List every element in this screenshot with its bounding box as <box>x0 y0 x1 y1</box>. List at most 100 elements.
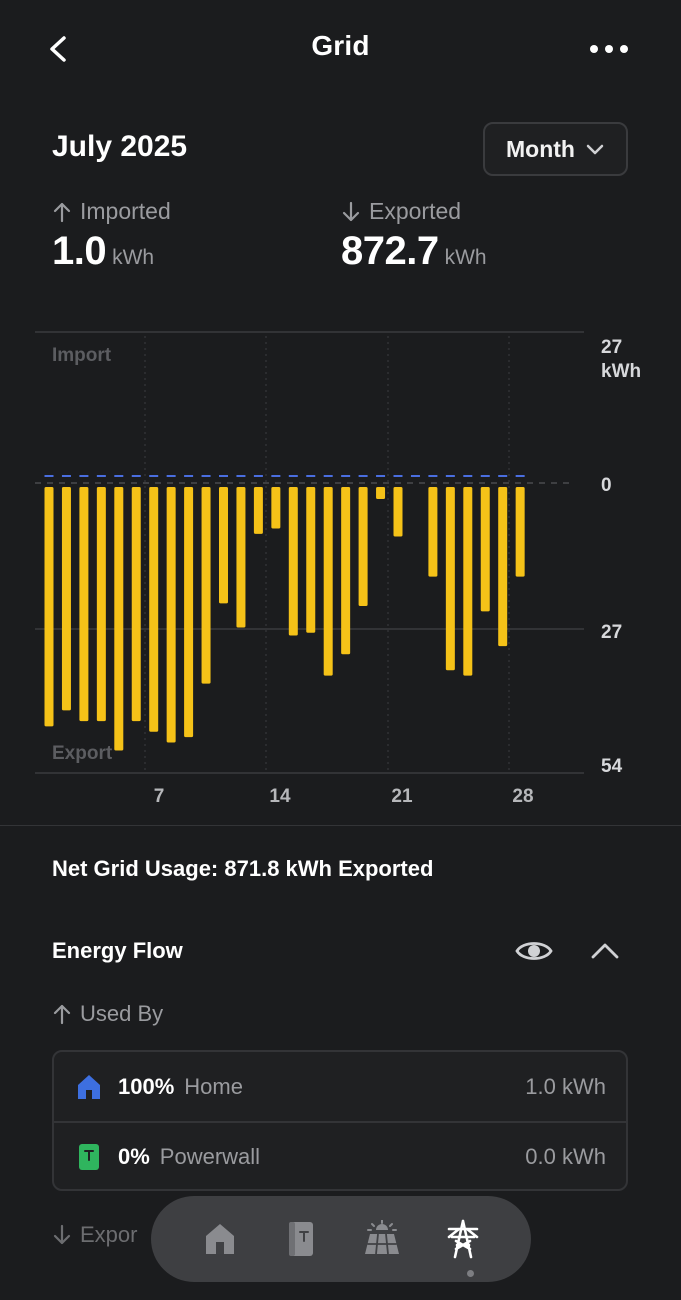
import-bar <box>201 475 211 477</box>
import-bar <box>44 475 54 477</box>
export-bar <box>515 487 525 577</box>
export-bar <box>44 487 54 727</box>
export-bar <box>463 487 473 676</box>
import-bar <box>114 475 124 477</box>
imported-unit: kWh <box>112 246 155 269</box>
export-bar <box>131 487 141 722</box>
more-button[interactable] <box>587 40 631 58</box>
x-tick: 7 <box>154 786 165 807</box>
nav-grid[interactable] <box>443 1219 483 1259</box>
export-bar <box>428 487 438 577</box>
flow-row-powerwall-value: 0.0 kWh <box>525 1143 606 1169</box>
import-bar <box>253 475 263 477</box>
nav-home[interactable] <box>200 1219 240 1259</box>
import-bar <box>184 475 194 477</box>
import-bar <box>341 475 351 477</box>
export-bar <box>236 487 246 628</box>
import-bar <box>323 475 333 477</box>
flow-row-home-name: Home <box>184 1073 243 1099</box>
exported-label: Exported <box>369 198 462 224</box>
energy-flow-card: 100% Home 1.0 kWh 0% Powerwall 0.0 kWh <box>52 1050 628 1191</box>
energy-flow-title: Energy Flow <box>52 938 183 963</box>
flow-row-home-value: 1.0 kWh <box>525 1073 606 1099</box>
import-bar <box>480 475 490 477</box>
x-ticks: 7 14 21 28 <box>154 786 534 807</box>
export-bar <box>341 487 351 655</box>
exported-to-label: Expor <box>80 1222 138 1247</box>
powerwall-icon <box>288 1222 313 1256</box>
chevron-down-icon <box>586 144 604 155</box>
imported-stat: Imported 1.0 kWh <box>52 198 171 274</box>
export-bar <box>201 487 211 684</box>
import-bar <box>149 475 159 477</box>
arrow-up-icon <box>53 1004 71 1025</box>
y-tick-top-unit: kWh <box>601 361 641 382</box>
grid-tower-icon <box>447 1219 478 1259</box>
chevron-left-icon <box>50 36 66 62</box>
flow-row-powerwall-pct: 0% <box>118 1143 150 1169</box>
arrow-up-icon <box>53 202 71 222</box>
nav-solar[interactable] <box>362 1219 402 1259</box>
import-bar <box>219 475 228 477</box>
active-tab-indicator <box>467 1270 474 1277</box>
nav-powerwall[interactable] <box>281 1219 321 1259</box>
home-icon <box>205 1224 234 1254</box>
export-bar <box>393 487 403 537</box>
export-bar <box>96 487 106 722</box>
export-bar <box>480 487 490 612</box>
x-tick: 28 <box>512 786 533 807</box>
export-bar <box>271 487 281 529</box>
x-tick: 21 <box>391 786 413 807</box>
import-bar <box>376 475 386 477</box>
export-bar <box>306 487 316 633</box>
arrow-down-icon <box>342 201 360 221</box>
export-bar <box>114 487 124 751</box>
import-bar <box>79 475 89 477</box>
export-bar <box>358 487 368 607</box>
import-bar <box>61 475 71 477</box>
import-bar <box>515 475 525 477</box>
export-bar <box>166 487 176 743</box>
export-bar <box>149 487 159 732</box>
import-bar <box>358 475 368 477</box>
exported-stat: Exported 872.7 kWh <box>341 198 487 274</box>
more-horizontal-icon <box>590 45 628 53</box>
export-bar <box>253 487 263 534</box>
export-region-label: Export <box>52 743 113 764</box>
back-button[interactable] <box>42 30 76 68</box>
exported-to-header: Expor <box>52 1222 137 1248</box>
export-bar <box>184 487 194 738</box>
period-selector-label: Month <box>506 135 575 162</box>
powerwall-icon <box>79 1143 99 1170</box>
bottom-navigation <box>151 1196 531 1282</box>
collapse-button[interactable] <box>588 936 622 966</box>
import-bar <box>271 475 281 477</box>
export-bar <box>79 487 89 722</box>
flow-row-powerwall-name: Powerwall <box>159 1143 261 1169</box>
export-bar <box>288 487 298 636</box>
flow-row-home-pct: 100% <box>118 1073 175 1099</box>
y-tick-mid: 27 <box>601 622 622 643</box>
exported-value-row: 872.7 kWh <box>341 229 487 274</box>
visibility-toggle[interactable] <box>514 934 554 968</box>
y-tick-top: 27 <box>601 337 622 358</box>
import-bar <box>166 475 176 477</box>
imported-value: 1.0 <box>52 229 107 273</box>
period-selector[interactable]: Month <box>483 122 628 176</box>
import-bar <box>393 475 403 477</box>
export-bar <box>323 487 333 676</box>
import-bar <box>410 475 420 477</box>
flow-row-home[interactable]: 100% Home 1.0 kWh <box>54 1052 626 1121</box>
import-bar <box>288 475 298 477</box>
import-bar <box>236 475 246 477</box>
import-bar <box>96 475 106 477</box>
imported-label-row: Imported <box>52 198 171 225</box>
used-by-header: Used By <box>52 1001 163 1027</box>
arrow-down-icon <box>53 1224 71 1245</box>
page-title: Grid <box>311 30 370 61</box>
import-bar <box>131 475 141 477</box>
net-grid-usage: Net Grid Usage: 871.8 kWh Exported <box>52 856 434 881</box>
import-region-label: Import <box>52 345 112 366</box>
flow-row-powerwall[interactable]: 0% Powerwall 0.0 kWh <box>54 1121 626 1190</box>
grid-bar-chart[interactable]: Import Export 27 kWh 0 27 54 7 14 21 28 <box>0 320 681 810</box>
